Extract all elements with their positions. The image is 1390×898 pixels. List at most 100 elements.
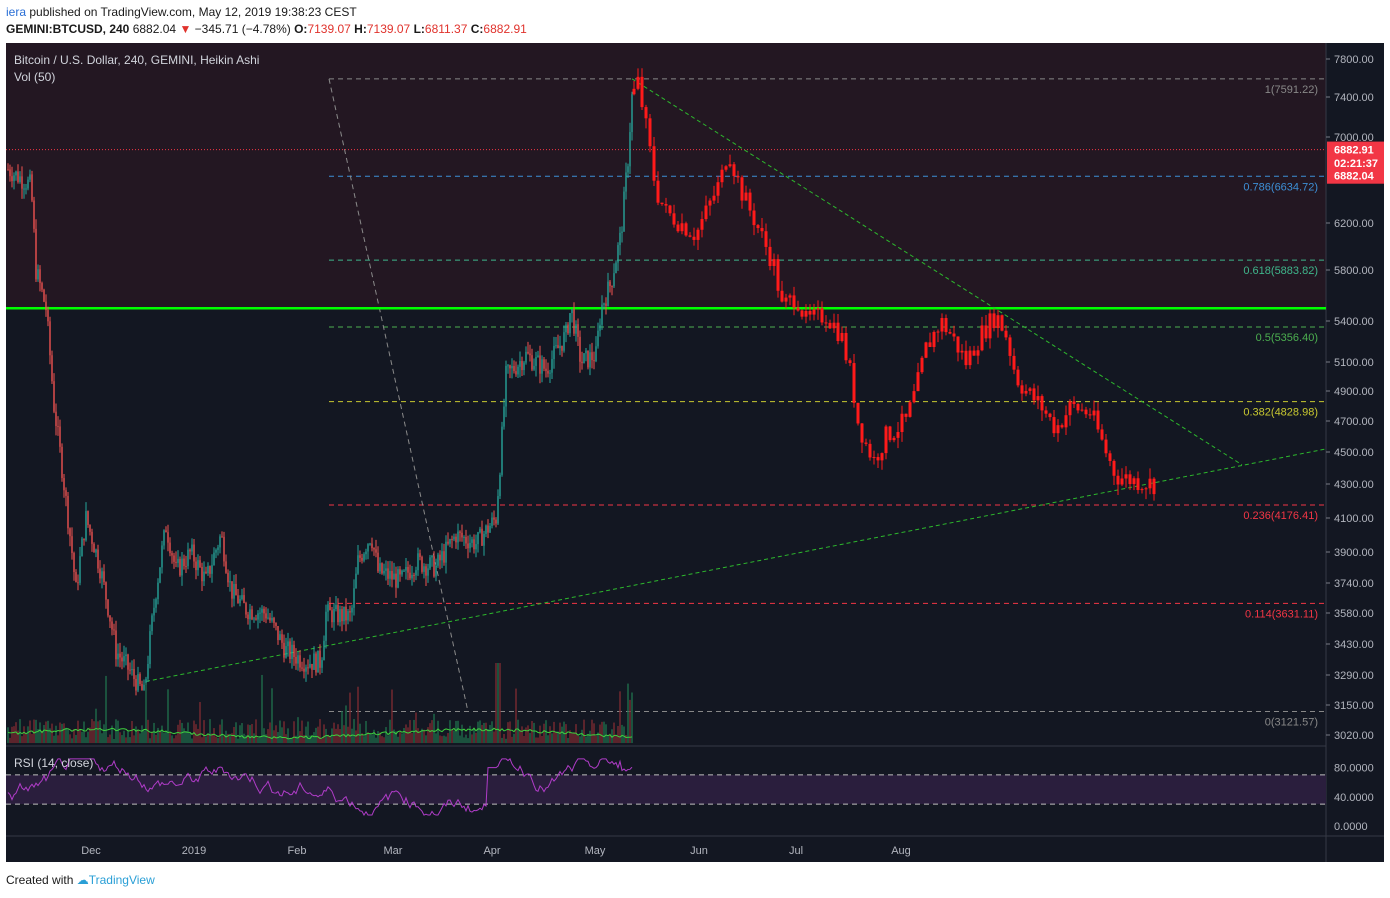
volume-bar [149, 738, 151, 743]
volume-bar [345, 705, 347, 743]
volume-bar [363, 736, 365, 743]
candle-body [1140, 489, 1144, 491]
candle-body [441, 551, 443, 561]
candle-body [948, 332, 952, 334]
volume-bar [171, 735, 173, 743]
candle-body [55, 411, 57, 427]
volume-bar [317, 726, 319, 743]
candle-body [439, 554, 441, 561]
candle-body [852, 363, 856, 403]
volume-bar [423, 729, 425, 743]
author-link[interactable]: iera [6, 5, 27, 19]
candle-body [313, 653, 315, 670]
candle-body [712, 195, 716, 201]
candle-body [648, 118, 652, 147]
volume-bar [161, 725, 163, 743]
candle-body [285, 646, 287, 658]
candle-body [541, 359, 543, 374]
volume-bar [373, 729, 375, 743]
candle-body [181, 558, 183, 576]
volume-legend: Vol (50) [14, 70, 56, 84]
volume-bar [219, 724, 221, 743]
price-tick-label: 4100.00 [1334, 513, 1374, 525]
volume-bar [631, 692, 633, 743]
volume-bar [497, 663, 499, 743]
volume-bar [235, 722, 237, 743]
candle-body [1044, 410, 1048, 414]
candle-body [89, 524, 91, 532]
candle-body [317, 650, 319, 673]
volume-bar [119, 732, 121, 743]
volume-bar [451, 729, 453, 743]
candle-body [387, 568, 389, 579]
volume-bar [31, 733, 33, 743]
volume-bar [283, 721, 285, 743]
volume-bar [191, 738, 193, 743]
candle-body [207, 566, 209, 574]
candle-body [780, 290, 784, 302]
volume-bar [229, 735, 231, 743]
candle-body [984, 325, 988, 339]
volume-bar [617, 726, 619, 743]
volume-bar [9, 737, 11, 743]
candle-body [1120, 478, 1124, 485]
tradingview-logo-icon[interactable]: ☁ [76, 873, 89, 887]
chart-panel[interactable]: 7800.00 7400.00 7000.00 6200.00 5800.00 5400.… [6, 43, 1384, 862]
volume-bar [307, 721, 309, 743]
candle-body [547, 370, 549, 374]
volume-bar [515, 688, 517, 743]
candle-body [617, 245, 619, 263]
candle-body [465, 537, 467, 544]
volume-bar [465, 734, 467, 743]
volume-bar [45, 721, 47, 743]
volume-bar [359, 723, 361, 743]
volume-bar [87, 731, 89, 743]
volume-bar [457, 720, 459, 743]
candle-body [976, 350, 980, 356]
candle-body [519, 361, 521, 367]
volume-bar [627, 683, 629, 743]
volume-bar [123, 730, 125, 743]
volume-bar [539, 725, 541, 743]
price-marker-box [1327, 154, 1384, 171]
candle-body [151, 615, 153, 632]
volume-bar [519, 730, 521, 743]
volume-bar [83, 721, 85, 743]
volume-bar [479, 720, 481, 743]
last-price: 6882.04 [132, 22, 177, 36]
candle-body [221, 536, 223, 538]
volume-bar [49, 728, 51, 743]
candle-body [615, 262, 617, 274]
chart-canvas[interactable]: 7800.00 7400.00 7000.00 6200.00 5800.00 5400.… [6, 43, 1384, 862]
volume-bar [475, 732, 477, 743]
price-tick-label: 6200.00 [1334, 218, 1374, 230]
tradingview-brand[interactable]: TradingView [88, 873, 155, 887]
candle-body [327, 604, 329, 612]
candle-body [832, 322, 836, 329]
candle-body [623, 191, 625, 232]
volume-bar [71, 738, 73, 743]
volume-bar [63, 723, 65, 743]
volume-bar [65, 727, 67, 743]
volume-bar [351, 728, 353, 743]
volume-bar [39, 722, 41, 743]
volume-bar [117, 720, 119, 743]
volume-bar [143, 730, 145, 743]
candle-body [1060, 425, 1064, 428]
rsi-band-fill [6, 774, 1326, 805]
candle-body [631, 94, 633, 133]
fib-level-label: 0(3121.57) [1265, 717, 1318, 729]
candle-body [451, 539, 453, 541]
candle-body [840, 332, 844, 341]
candle-body [51, 355, 53, 382]
volume-bar [313, 732, 315, 743]
high-value: 7139.07 [366, 22, 411, 36]
volume-bar [449, 720, 451, 743]
candle-body [640, 76, 644, 108]
candle-body [820, 308, 824, 323]
volume-bar [431, 720, 433, 743]
volume-bar [447, 732, 449, 743]
volume-bar [203, 720, 205, 743]
candle-body [23, 188, 25, 190]
candle-body [395, 573, 397, 588]
